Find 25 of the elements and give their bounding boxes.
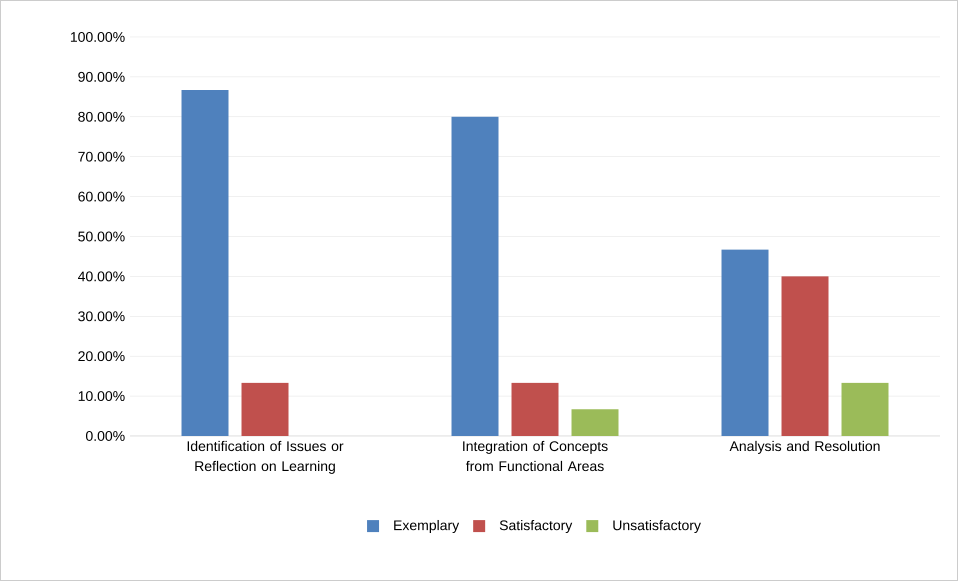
y-tick-label: 70.00% bbox=[78, 152, 125, 162]
bar bbox=[842, 382, 889, 436]
y-tick-label: 10.00% bbox=[78, 391, 125, 402]
bar bbox=[782, 276, 829, 436]
bar bbox=[512, 382, 559, 436]
y-tick-label: 40.00% bbox=[78, 271, 125, 282]
bar bbox=[572, 409, 619, 436]
legend-label: Exemplary bbox=[394, 520, 460, 534]
legend-label: Satisfactory bbox=[500, 520, 572, 534]
x-tick-label: Analysis and Resolution bbox=[730, 440, 880, 454]
bar bbox=[452, 116, 499, 436]
bar bbox=[182, 90, 229, 436]
x-tick-label: Identification of Issues or Reflection on Learning bbox=[188, 440, 344, 474]
y-tick-label: 20.00% bbox=[78, 351, 125, 362]
y-tick-label: 80.00% bbox=[78, 112, 125, 122]
y-tick-label: 30.00% bbox=[78, 311, 125, 322]
y-tick-label: 50.00% bbox=[78, 232, 125, 242]
y-tick-label: 90.00% bbox=[78, 72, 125, 82]
y-tick-label: 100.00% bbox=[70, 32, 125, 42]
bar bbox=[242, 382, 289, 436]
y-tick-label: 0.00% bbox=[86, 431, 125, 441]
x-tick-label: Integration of Concepts from Functional Areas bbox=[463, 440, 608, 472]
legend-label: Unsatisfactory bbox=[613, 520, 701, 534]
bar bbox=[722, 250, 769, 436]
y-tick-label: 60.00% bbox=[78, 192, 125, 202]
